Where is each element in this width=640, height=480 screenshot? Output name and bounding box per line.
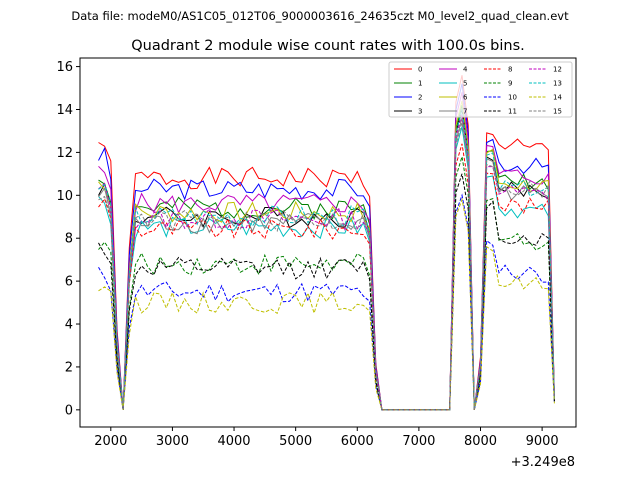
legend-label-0: 0 [418,66,422,74]
series-line-15 [98,122,555,411]
y-tick-label: 6 [65,275,73,290]
y-tick-label: 8 [65,232,73,247]
legend-label-2: 2 [418,94,422,102]
legend-label-11: 11 [508,108,517,116]
y-tick-label: 0 [65,403,73,418]
legend-label-14: 14 [553,94,562,102]
x-tick-label: 5000 [279,434,312,449]
plot-lines [98,75,555,411]
legend-label-4: 4 [463,66,468,74]
y-tick-label: 14 [56,103,73,118]
legend-label-13: 13 [553,80,562,88]
legend-label-5: 5 [463,80,467,88]
series-line-8 [98,143,555,411]
x-tick-label: 9000 [526,434,559,449]
y-tick-label: 4 [65,318,73,333]
series-line-14 [98,197,555,411]
x-axis-offset: +3.249e8 [511,455,575,470]
y-tick-label: 2 [65,360,73,375]
y-tick-label: 12 [56,146,73,161]
x-axis: 2000 3000 4000 5000 6000 7000 8000 9000 [94,427,559,449]
legend-label-8: 8 [508,66,512,74]
plot-frame [79,57,577,428]
series-line-10 [98,193,555,411]
legend-label-12: 12 [553,66,562,74]
chart-title: Quadrant 2 module wise count rates with … [131,38,525,54]
x-tick-label: 8000 [464,434,497,449]
x-tick-label: 7000 [402,434,435,449]
series-line-11 [98,173,555,411]
y-tick-label: 10 [56,189,73,204]
series-line-0 [98,75,555,411]
x-tick-label: 4000 [217,434,250,449]
legend-label-15: 15 [553,108,562,116]
y-tick-label: 16 [56,60,73,75]
legend-label-6: 6 [463,94,468,102]
x-tick-label: 6000 [341,434,374,449]
suptitle: Data file: modeM0/AS1C05_012T06_90000036… [71,9,569,23]
legend-box [388,61,573,118]
x-tick-label: 2000 [94,434,127,449]
legend-label-10: 10 [508,94,517,102]
legend-label-7: 7 [463,108,467,116]
y-axis: 0 2 4 6 8 10 12 14 16 [56,60,80,418]
series-line-13 [98,109,555,411]
legend-label-1: 1 [418,80,422,88]
x-tick-label: 3000 [156,434,189,449]
legend-label-9: 9 [508,80,512,88]
legend-label-3: 3 [418,108,422,116]
